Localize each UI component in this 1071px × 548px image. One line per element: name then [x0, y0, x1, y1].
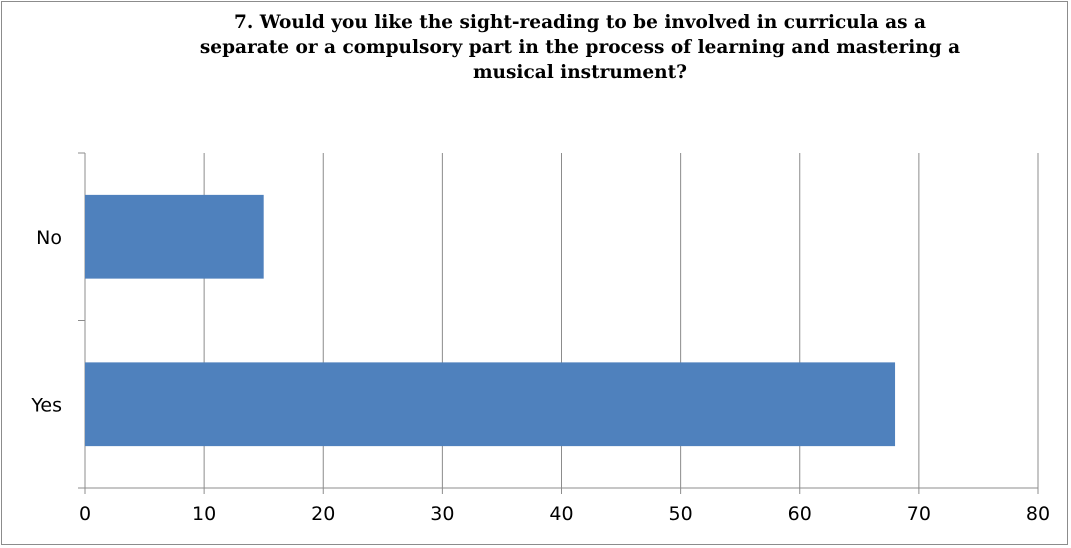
y-tick-label: Yes	[30, 394, 62, 416]
x-tick-label: 40	[549, 503, 573, 525]
x-tick-label: 20	[311, 503, 335, 525]
chart-title: 7. Would you like the sight-reading to b…	[199, 12, 961, 83]
x-tick-label: 0	[79, 503, 91, 525]
x-tick-label: 60	[788, 503, 812, 525]
x-tick-label: 80	[1026, 503, 1050, 525]
bar-yes	[85, 362, 896, 447]
x-tick-label: 70	[907, 503, 931, 525]
bar-no	[85, 194, 264, 279]
x-tick-label: 30	[430, 503, 454, 525]
y-tick-label: No	[36, 227, 62, 249]
x-tick-label: 10	[192, 503, 216, 525]
x-tick-label: 50	[669, 503, 693, 525]
